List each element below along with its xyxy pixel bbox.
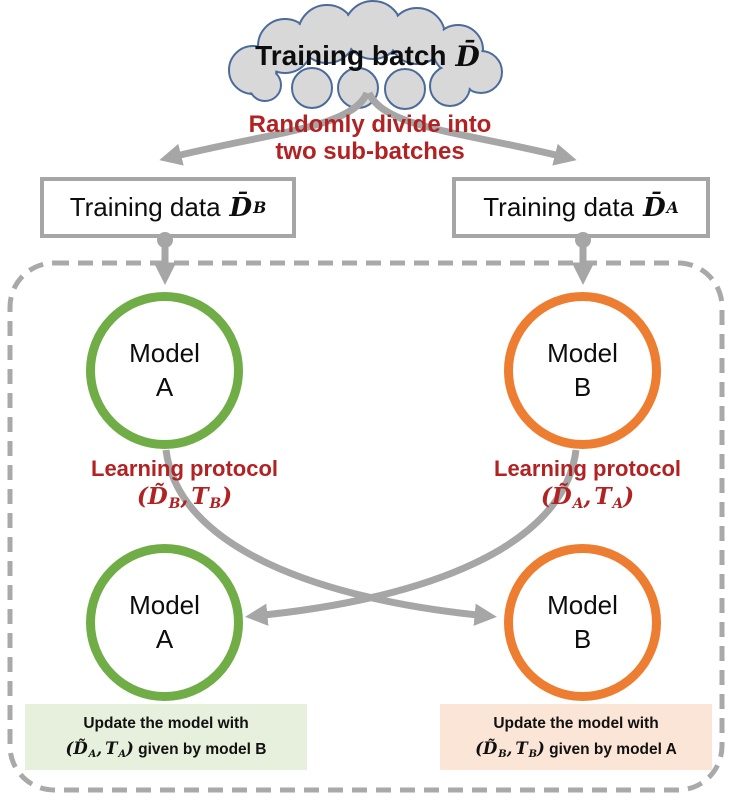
- update-line2: (D̃B, TB) given by model A: [475, 736, 677, 763]
- model-letter: A: [155, 623, 174, 654]
- model-b-bottom-circle: Model B: [504, 544, 661, 701]
- update-line1: Update the model with: [83, 714, 249, 732]
- d-subscript: B: [498, 748, 507, 760]
- paren-open: (: [540, 483, 552, 510]
- t-symbol: T: [105, 738, 118, 758]
- model-a-top-circle: Model A: [86, 292, 243, 449]
- t-subscript: B: [209, 496, 222, 513]
- model-name: Model: [547, 589, 618, 620]
- d-tilde-symbol: D̃: [73, 738, 88, 758]
- model-name: Model: [129, 337, 200, 368]
- learning-protocol-left: Learning protocol (D̃B, TB): [62, 456, 307, 512]
- protocol-title: Learning protocol: [91, 456, 278, 481]
- d-bar-symbol: D̄: [643, 192, 666, 223]
- comma: ,: [506, 738, 513, 758]
- divide-line1: Randomly divide into: [248, 111, 492, 138]
- comma: ,: [96, 738, 103, 758]
- update-line1: Update the model with: [493, 714, 659, 732]
- paren-close: ): [221, 483, 233, 510]
- update-suffix: given by model B: [133, 740, 267, 758]
- model-letter: B: [573, 371, 592, 402]
- training-data-box-a: Training data D̄ A: [452, 177, 710, 238]
- paren-open: (: [136, 483, 148, 510]
- paren-open: (: [475, 738, 483, 758]
- divide-line2: two sub-batches: [275, 138, 465, 166]
- d-subscript: B: [253, 198, 267, 217]
- model-letter: B: [573, 623, 592, 654]
- t-subscript: A: [118, 748, 127, 760]
- comma: ,: [180, 483, 189, 510]
- model-name: Model: [129, 589, 200, 620]
- t-subscript: B: [528, 748, 537, 760]
- model-a-bottom-circle: Model A: [86, 544, 243, 701]
- d-subscript: A: [666, 198, 679, 217]
- t-symbol: T: [191, 483, 209, 510]
- update-suffix: given by model A: [544, 740, 677, 758]
- t-symbol: T: [515, 738, 528, 758]
- protocol-title: Learning protocol: [494, 456, 681, 481]
- update-note-model-b: Update the model with (D̃B, TB) given by …: [440, 704, 712, 770]
- d-tilde-symbol: D̃: [482, 738, 498, 758]
- paren-close: ): [537, 738, 545, 758]
- training-batch-cloud: Training batch D̄: [215, 0, 520, 110]
- protocol-formula: (D̃B, TB): [62, 483, 307, 512]
- training-data-box-b: Training data D̄ B: [40, 177, 296, 238]
- t-subscript: A: [612, 496, 624, 513]
- d-subscript: A: [572, 496, 584, 513]
- divide-annotation: Randomly divide into two sub-batches: [230, 111, 510, 165]
- update-line2: (D̃A, TA) given by model B: [66, 736, 267, 763]
- d-subscript: B: [168, 496, 181, 513]
- learning-protocol-right: Learning protocol (D̃A, TA): [465, 456, 710, 512]
- paren-close: ): [623, 483, 635, 510]
- update-note-model-a: Update the model with (D̃A, TA) given by …: [25, 704, 307, 770]
- cloud-title: Training batch D̄: [215, 20, 520, 92]
- cloud-title-text: Training batch: [255, 40, 447, 71]
- box-label: Training data: [69, 192, 221, 222]
- model-b-top-circle: Model B: [504, 292, 661, 449]
- cloud-d-bar-symbol: D̄: [455, 39, 480, 73]
- model-letter: A: [155, 371, 174, 402]
- paren-close: ): [126, 738, 134, 758]
- protocol-formula: (D̃A, TA): [465, 483, 710, 512]
- t-symbol: T: [594, 483, 612, 510]
- d-tilde-symbol: D̃: [551, 483, 572, 510]
- update-formula: (D̃B, TB): [475, 738, 545, 760]
- d-bar-symbol: D̄: [229, 192, 253, 223]
- update-formula: (D̃A, TA): [66, 738, 134, 760]
- comma: ,: [583, 483, 592, 510]
- model-name: Model: [547, 337, 618, 368]
- d-tilde-symbol: D̃: [147, 483, 168, 510]
- box-label: Training data: [483, 192, 635, 222]
